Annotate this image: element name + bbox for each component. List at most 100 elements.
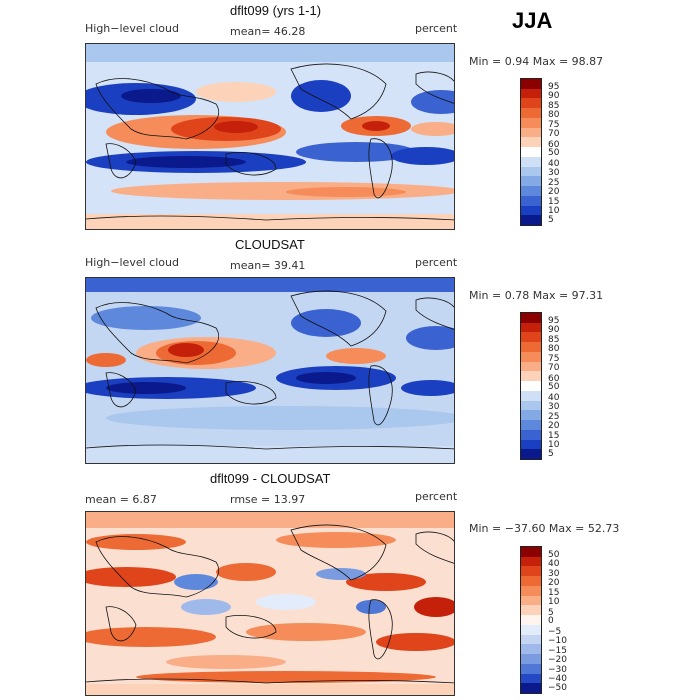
colorbar-swatch — [521, 585, 541, 596]
colorbar-swatch — [521, 127, 541, 138]
colorbar-tick: 20 — [548, 420, 560, 431]
colorbar-swatch — [521, 410, 541, 421]
colorbar-swatch — [521, 449, 541, 460]
colorbar-swatch — [521, 156, 541, 167]
colorbar-tick: 15 — [548, 197, 560, 208]
colorbar-tick: 70 — [548, 129, 560, 140]
colorbar — [520, 546, 542, 694]
colorbar-tick: 60 — [548, 139, 560, 150]
colorbar-swatch — [521, 547, 541, 557]
colorbar-swatch — [521, 205, 541, 216]
colorbar-tick: 5 — [548, 215, 554, 226]
colorbar-swatch — [521, 361, 541, 372]
colorbar-tick: 20 — [548, 186, 560, 197]
colorbar-swatch — [521, 108, 541, 118]
units-label: percent — [415, 22, 458, 35]
colorbar-tick: 30 — [548, 569, 560, 580]
season-label: JJA — [512, 8, 553, 33]
colorbar-tick: 30 — [548, 167, 560, 178]
colorbar-tick: 0 — [548, 616, 554, 627]
colorbar-swatch — [521, 332, 541, 343]
colorbar-tick: 80 — [548, 110, 560, 120]
colorbar-swatch — [521, 79, 541, 89]
colorbar-tick: −10 — [548, 635, 567, 646]
colorbar-swatch — [521, 351, 541, 362]
units-label: percent — [415, 490, 458, 503]
colorbar-tick: 50 — [548, 382, 560, 393]
panel-title: CLOUDSAT — [235, 237, 305, 252]
colorbar-swatch — [521, 313, 541, 323]
colorbar-tick: −30 — [548, 665, 567, 676]
minmax-label: Min = −37.60 Max = 52.73 — [469, 522, 620, 535]
colorbar-tick: 70 — [548, 363, 560, 374]
colorbar-swatch — [521, 390, 541, 401]
colorbar-swatch — [521, 439, 541, 450]
units-label: percent — [415, 256, 458, 269]
colorbar-tick: −5 — [548, 626, 562, 637]
colorbar-tick: 10 — [548, 206, 560, 217]
minmax-label: Min = 0.94 Max = 98.87 — [469, 55, 604, 68]
colorbar-tick: 95 — [548, 315, 560, 326]
colorbar-tick: −50 — [548, 683, 567, 694]
colorbar-swatch — [521, 195, 541, 206]
colorbar-tick: 5 — [548, 449, 554, 460]
mean-label: mean= 46.28 — [230, 25, 306, 38]
colorbar-tick: 80 — [548, 344, 560, 354]
colorbar-swatch — [521, 420, 541, 430]
colorbar-swatch — [521, 673, 541, 684]
rmse-label: rmse = 13.97 — [230, 493, 306, 506]
colorbar-swatch — [521, 381, 541, 391]
colorbar-tick: −20 — [548, 654, 567, 665]
colorbar-swatch — [521, 683, 541, 694]
colorbar-tick: 50 — [548, 148, 560, 159]
colorbar-swatch — [521, 624, 541, 635]
colorbar — [520, 312, 542, 460]
colorbar-tick: 40 — [548, 392, 560, 403]
colorbar-swatch — [521, 342, 541, 352]
colorbar-swatch — [521, 371, 541, 382]
variable-label: High−level cloud — [85, 256, 179, 269]
colorbar-tick: 95 — [548, 81, 560, 92]
colorbar-swatch — [521, 117, 541, 128]
colorbar-swatch — [521, 98, 541, 109]
colorbar-tick: −40 — [548, 674, 567, 685]
minmax-label: Min = 0.78 Max = 97.31 — [469, 289, 604, 302]
mean-label: mean = 6.87 — [85, 493, 157, 506]
colorbar-swatch — [521, 322, 541, 333]
colorbar-swatch — [521, 186, 541, 196]
colorbar-tick: −15 — [548, 646, 567, 657]
colorbar-tick: 90 — [548, 324, 560, 335]
colorbar-tick: 40 — [548, 158, 560, 169]
colorbar-tick: 75 — [548, 120, 560, 131]
cloud-map — [85, 277, 455, 464]
colorbar-swatch — [521, 566, 541, 577]
colorbar-tick: 5 — [548, 607, 554, 618]
colorbar-swatch — [521, 605, 541, 616]
colorbar-tick: 10 — [548, 597, 560, 608]
cloud-map — [85, 43, 455, 230]
difference-map — [85, 511, 455, 696]
colorbar-tick: 25 — [548, 412, 560, 423]
panel-title: dflt099 (yrs 1-1) — [230, 3, 322, 18]
colorbar-swatch — [521, 556, 541, 567]
colorbar-swatch — [521, 400, 541, 411]
colorbar-tick: 30 — [548, 401, 560, 412]
colorbar-swatch — [521, 166, 541, 177]
colorbar-swatch — [521, 615, 541, 625]
colorbar-tick: 60 — [548, 373, 560, 384]
colorbar-tick: 15 — [548, 431, 560, 442]
colorbar-tick: 75 — [548, 354, 560, 365]
panel-title: dflt099 - CLOUDSAT — [210, 471, 331, 486]
colorbar-tick: 25 — [548, 178, 560, 189]
colorbar-tick: 15 — [548, 588, 560, 599]
colorbar-swatch — [521, 147, 541, 157]
colorbar-swatch — [521, 176, 541, 187]
colorbar-swatch — [521, 576, 541, 586]
colorbar-swatch — [521, 88, 541, 99]
colorbar-tick: 90 — [548, 90, 560, 101]
colorbar-tick: 85 — [548, 335, 560, 346]
colorbar-swatch — [521, 634, 541, 645]
colorbar-swatch — [521, 595, 541, 606]
colorbar-tick: 50 — [548, 549, 560, 560]
colorbar-tick: 10 — [548, 440, 560, 451]
